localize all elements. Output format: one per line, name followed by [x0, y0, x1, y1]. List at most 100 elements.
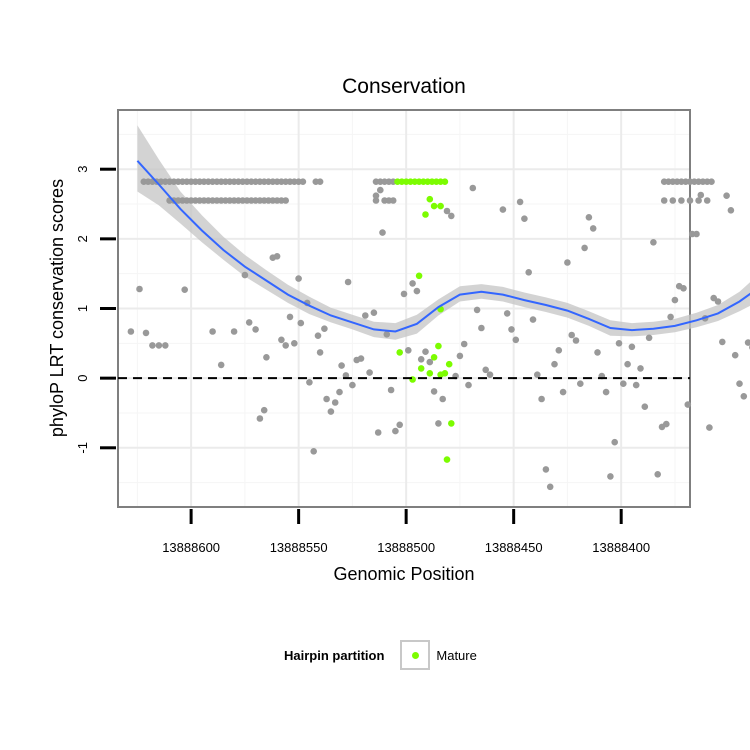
- data-point: [217, 361, 225, 369]
- data-point: [564, 259, 571, 266]
- data-point: [426, 358, 434, 366]
- data-point: [400, 290, 408, 298]
- data-point: [538, 395, 545, 403]
- y-axis: -1 0 1 2 3: [75, 166, 116, 454]
- data-point: [374, 429, 382, 436]
- legend-title: Hairpin partition: [284, 647, 385, 663]
- data-point: [546, 483, 554, 491]
- data-point: [417, 356, 425, 363]
- data-point: [654, 471, 661, 478]
- data-point: [405, 347, 412, 354]
- data-point: [534, 371, 541, 379]
- data-point: [508, 326, 515, 333]
- smooth-line: [136, 160, 750, 333]
- data-point: [282, 197, 290, 204]
- data-point: [641, 403, 649, 411]
- data-point: [499, 206, 507, 213]
- legend-mature-label: Mature: [436, 647, 477, 663]
- mature-point: [441, 370, 449, 377]
- data-point: [714, 298, 722, 305]
- data-point: [577, 380, 584, 388]
- data-point: [316, 349, 324, 356]
- data-point: [525, 269, 532, 276]
- data-point: [306, 379, 313, 386]
- data-point: [559, 388, 567, 396]
- legend-key: [400, 640, 431, 670]
- data-point: [310, 448, 318, 455]
- mature-point: [422, 211, 429, 218]
- y-axis-label: phyloP LRT conservation scores: [47, 179, 67, 437]
- confidence-band: [137, 125, 750, 340]
- data-point: [516, 198, 524, 206]
- data-point: [162, 342, 169, 349]
- data-point: [387, 386, 395, 394]
- data-point: [669, 197, 677, 204]
- data-point: [572, 337, 580, 344]
- data-point: [473, 306, 481, 314]
- data-point: [372, 192, 380, 199]
- mature-point: [445, 360, 453, 368]
- data-point: [693, 230, 700, 238]
- legend: Hairpin partition Mature: [284, 640, 477, 670]
- points: [127, 178, 750, 491]
- data-point: [456, 352, 464, 360]
- y-tick-label: 1: [75, 305, 90, 312]
- data-point: [744, 339, 750, 346]
- data-point: [278, 336, 285, 344]
- data-point: [695, 197, 702, 204]
- data-point: [660, 197, 668, 204]
- data-point: [327, 408, 335, 415]
- smooth-path: [136, 160, 750, 333]
- data-point: [542, 466, 550, 473]
- data-point: [680, 285, 687, 292]
- x-tick-label: 13888400: [592, 540, 650, 555]
- data-point: [342, 372, 350, 379]
- data-point: [336, 388, 343, 396]
- data-point: [291, 340, 298, 347]
- data-point: [282, 342, 290, 349]
- data-point: [460, 340, 468, 348]
- data-point: [357, 355, 365, 362]
- plot-panel-border: [117, 109, 691, 508]
- data-point: [430, 388, 438, 395]
- data-point: [389, 197, 397, 204]
- data-point: [314, 332, 322, 340]
- mature-point: [437, 202, 444, 210]
- mature-point: [443, 456, 451, 463]
- data-point: [727, 207, 735, 214]
- y-tick-label: 0: [75, 375, 90, 382]
- mature-point: [448, 420, 455, 427]
- y-tick-label: 3: [75, 166, 90, 173]
- x-axis-label: Genomic Position: [333, 564, 474, 584]
- x-axis: 13888600 13888550 13888500 13888450 13888400: [162, 509, 650, 555]
- data-point: [379, 229, 386, 236]
- data-point: [316, 178, 324, 185]
- data-point: [632, 381, 640, 389]
- data-point: [321, 325, 328, 333]
- data-point: [697, 191, 705, 199]
- data-point: [581, 244, 588, 252]
- data-point: [615, 340, 623, 347]
- data-point: [349, 381, 356, 389]
- data-point: [512, 336, 520, 344]
- data-point: [624, 360, 631, 368]
- x-tick-label: 13888450: [485, 540, 543, 555]
- data-point: [383, 331, 391, 338]
- data-point: [136, 285, 143, 293]
- data-point: [366, 369, 373, 376]
- data-point: [443, 207, 451, 215]
- data-point: [686, 197, 694, 204]
- data-point: [439, 395, 447, 403]
- data-point: [551, 360, 558, 368]
- data-point: [731, 351, 739, 359]
- data-point: [607, 473, 614, 480]
- data-point: [521, 215, 528, 222]
- data-point: [585, 214, 593, 221]
- data-point: [344, 278, 352, 286]
- data-point: [628, 343, 636, 351]
- data-point: [127, 328, 135, 335]
- data-point: [273, 252, 281, 260]
- data-point: [529, 316, 537, 323]
- data-point: [263, 354, 270, 361]
